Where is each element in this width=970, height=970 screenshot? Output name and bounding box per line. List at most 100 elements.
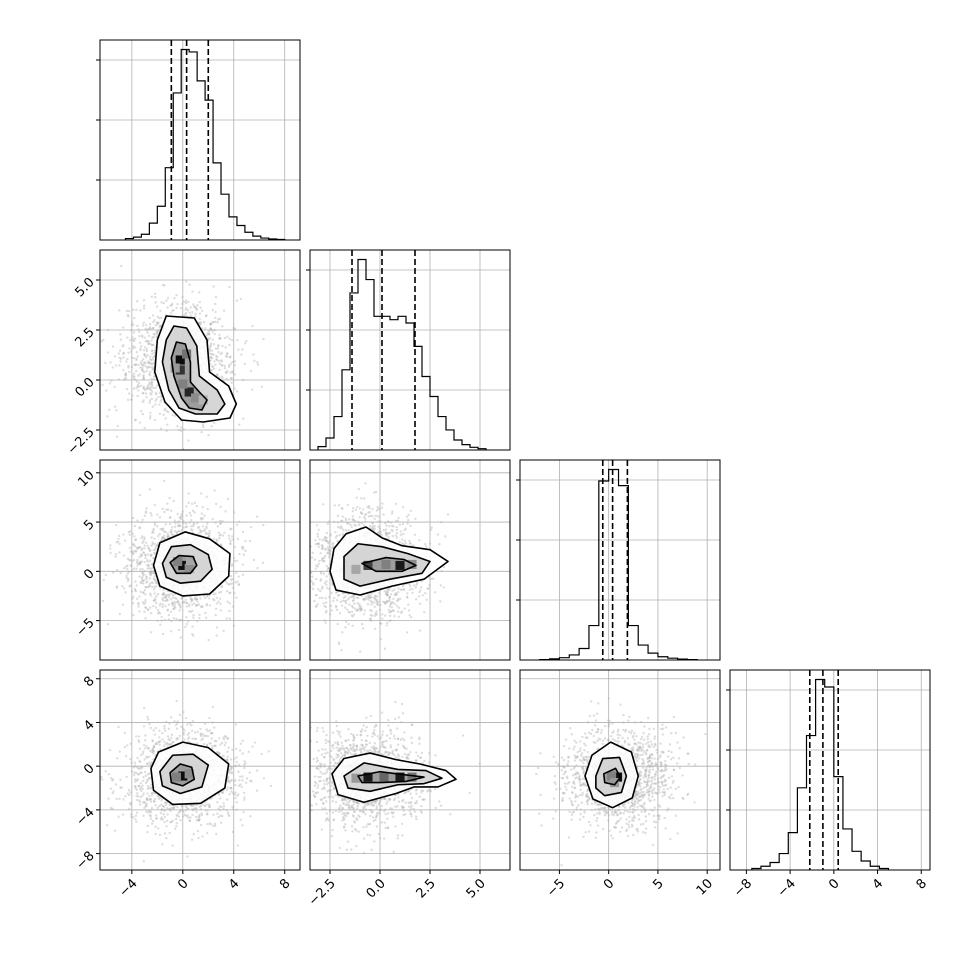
- scatter-point: [147, 342, 150, 345]
- scatter-point: [146, 762, 149, 766]
- scatter-point: [225, 355, 229, 358]
- scatter-point: [359, 609, 362, 613]
- scatter-point: [141, 535, 144, 538]
- scatter-point: [231, 538, 235, 541]
- scatter-point: [219, 743, 222, 746]
- scatter-point: [153, 552, 156, 555]
- scatter-point: [139, 767, 142, 770]
- scatter-point: [321, 546, 324, 549]
- scatter-point: [388, 619, 391, 623]
- scatter-point: [334, 591, 338, 595]
- scatter-point: [394, 593, 398, 597]
- scatter-point: [338, 526, 342, 530]
- scatter-point: [128, 533, 131, 536]
- scatter-point: [149, 511, 152, 515]
- scatter-point: [210, 368, 213, 372]
- scatter-point: [234, 747, 238, 751]
- scatter-point: [215, 634, 218, 637]
- scatter-point: [194, 306, 197, 309]
- scatter-point: [229, 582, 232, 586]
- scatter-point: [122, 326, 125, 329]
- scatter-point: [142, 707, 146, 710]
- scatter-point: [372, 528, 375, 531]
- scatter-point: [123, 378, 126, 382]
- scatter-point: [364, 517, 367, 520]
- scatter-point: [119, 333, 122, 336]
- scatter-point: [127, 789, 131, 792]
- scatter-point: [307, 562, 309, 564]
- scatter-point: [395, 604, 399, 608]
- scatter-point: [138, 526, 141, 530]
- scatter-point: [329, 553, 332, 556]
- scatter-panel-0-2: [99, 459, 301, 661]
- scatter-point: [220, 585, 224, 588]
- scatter-point: [153, 578, 156, 581]
- scatter-point: [149, 385, 152, 389]
- scatter-point: [112, 790, 115, 793]
- scatter-point: [329, 613, 332, 616]
- panel-content: [100, 670, 300, 870]
- scatter-point: [181, 314, 184, 317]
- scatter-point: [187, 603, 191, 606]
- scatter-point: [153, 542, 156, 545]
- scatter-point: [173, 414, 176, 418]
- scatter-point: [152, 556, 156, 560]
- scatter-point: [373, 627, 377, 631]
- scatter-point: [180, 528, 183, 531]
- scatter-point: [141, 571, 145, 575]
- scatter-point: [350, 525, 353, 529]
- density-cell: [178, 379, 188, 389]
- scatter-point: [113, 405, 117, 408]
- scatter-point: [224, 354, 228, 358]
- scatter-point: [150, 794, 154, 797]
- histogram-step: [751, 678, 890, 870]
- scatter-point: [198, 616, 201, 620]
- scatter-point: [388, 595, 391, 599]
- scatter-point: [165, 409, 168, 413]
- scatter-point: [206, 332, 209, 335]
- scatter-point: [245, 339, 248, 343]
- scatter-point: [143, 304, 146, 308]
- scatter-point: [317, 588, 320, 591]
- scatter-point: [152, 326, 155, 330]
- scatter-point: [154, 599, 157, 602]
- scatter-point: [214, 521, 217, 524]
- scatter-point: [168, 743, 172, 746]
- scatter-point: [159, 528, 162, 531]
- scatter-point: [153, 587, 156, 591]
- scatter-point: [195, 803, 199, 807]
- scatter-point: [399, 611, 403, 614]
- scatter-point: [117, 534, 121, 538]
- scatter-point: [327, 566, 330, 570]
- scatter-point: [115, 586, 118, 589]
- scatter-point: [228, 356, 231, 359]
- scatter-point: [190, 525, 193, 528]
- scatter-point: [367, 595, 370, 599]
- scatter-point: [179, 426, 183, 429]
- scatter-point: [133, 773, 136, 777]
- scatter-point: [385, 532, 388, 535]
- scatter-point: [393, 593, 397, 597]
- scatter-point: [148, 571, 152, 574]
- scatter-point: [192, 833, 195, 836]
- scatter-point: [418, 629, 422, 632]
- scatter-point: [344, 518, 348, 522]
- scatter-point: [378, 608, 382, 611]
- scatter-point: [241, 348, 244, 351]
- scatter-point: [145, 349, 148, 353]
- scatter-point: [127, 309, 131, 313]
- scatter-point: [160, 398, 163, 401]
- scatter-point: [324, 547, 327, 551]
- scatter-point: [135, 350, 139, 354]
- scatter-point: [170, 304, 173, 307]
- scatter-point: [235, 596, 238, 599]
- scatter-point: [169, 530, 172, 534]
- scatter-point: [333, 520, 336, 524]
- scatter-point: [106, 622, 110, 626]
- scatter-point: [148, 722, 151, 726]
- scatter-point: [233, 363, 236, 367]
- scatter-point: [247, 750, 250, 754]
- scatter-point: [176, 425, 179, 428]
- scatter-point: [124, 373, 128, 376]
- scatter-point: [139, 765, 143, 768]
